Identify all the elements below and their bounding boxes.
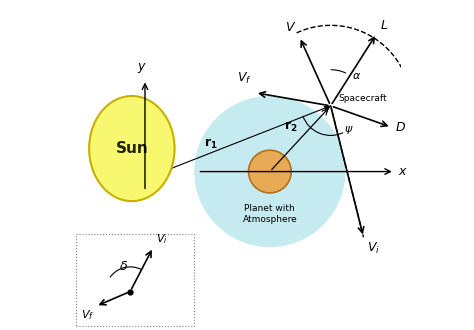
Bar	[76, 234, 194, 326]
Text: $\psi$: $\psi$	[344, 124, 354, 136]
Text: $\delta$: $\delta$	[119, 260, 128, 274]
Text: Sun: Sun	[116, 141, 148, 156]
Text: $\alpha$: $\alpha$	[352, 71, 361, 81]
Text: $V_i$: $V_i$	[156, 232, 168, 246]
Ellipse shape	[89, 96, 174, 201]
Text: $V$: $V$	[285, 20, 296, 34]
Text: $x$: $x$	[398, 165, 408, 178]
Text: $\mathbf{r_2}$: $\mathbf{r_2}$	[284, 120, 298, 134]
Text: $V_f$: $V_f$	[81, 308, 94, 322]
Text: $V_i$: $V_i$	[367, 241, 380, 256]
Text: $L$: $L$	[380, 19, 388, 32]
Text: $D$: $D$	[395, 121, 406, 134]
Circle shape	[194, 96, 346, 247]
Text: $V_f$: $V_f$	[237, 71, 252, 86]
Text: $\mathbf{r_1}$: $\mathbf{r_1}$	[204, 137, 218, 151]
Text: Spacecraft: Spacecraft	[339, 94, 387, 103]
Circle shape	[248, 150, 291, 193]
Polygon shape	[323, 106, 331, 112]
Text: Planet with
Atmosphere: Planet with Atmosphere	[243, 204, 297, 224]
Text: $y$: $y$	[137, 61, 146, 75]
